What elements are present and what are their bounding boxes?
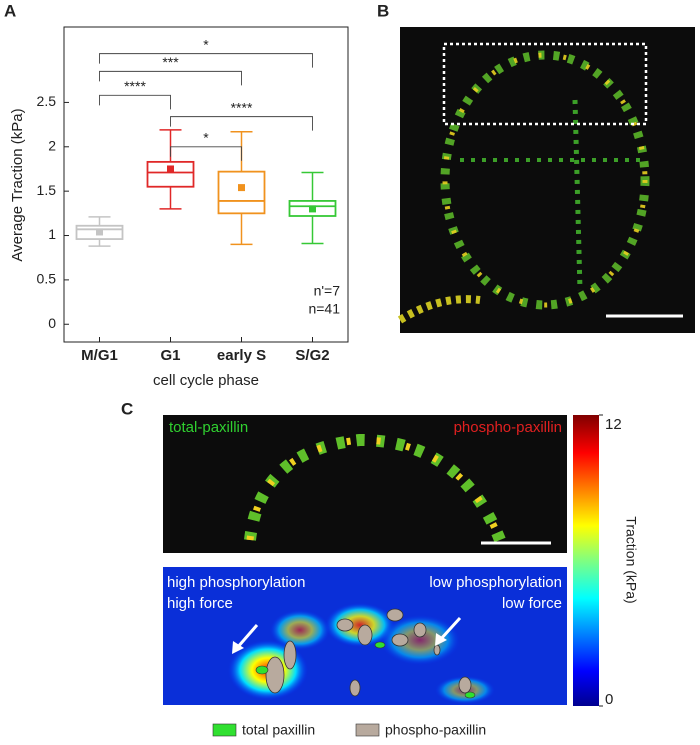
image-label: total-paxillin: [169, 419, 248, 436]
significance-bracket: [99, 53, 313, 68]
significance-label: ****: [231, 99, 253, 115]
heatmap-label: low phosphorylation: [429, 574, 562, 591]
x-axis-label: cell cycle phase: [153, 372, 259, 389]
microscopy-image: [397, 27, 695, 333]
y-axis-label: Average Traction (kPa): [9, 108, 26, 261]
legend-label: phospho-paxillin: [385, 722, 486, 738]
significance-label: ***: [162, 54, 179, 70]
mean: [96, 228, 103, 236]
significance-label: *: [203, 36, 209, 52]
x-tick-label: early S: [217, 347, 266, 364]
colorbar: [573, 415, 599, 706]
colorbar-tick-label: 12: [605, 416, 622, 433]
heatmap-label: high force: [167, 595, 233, 612]
x-tick-label: S/G2: [295, 347, 329, 364]
significance-label: ****: [124, 78, 146, 94]
significance-bracket: [170, 116, 313, 131]
heatmap-label: low force: [502, 595, 562, 612]
box: [288, 200, 337, 217]
panel-label: C: [121, 399, 133, 418]
x-tick-label: M/G1: [81, 347, 118, 364]
box: [75, 224, 124, 240]
annotation: n'=7: [314, 283, 341, 299]
y-tick-label: 1.5: [37, 182, 57, 198]
plot-frame: [63, 26, 349, 343]
legend-label: total paxillin: [242, 722, 315, 738]
traction-heatmap: [163, 567, 567, 705]
x-tick-label: G1: [160, 347, 180, 364]
y-tick-label: 2: [48, 137, 56, 153]
image-label: phospho-paxillin: [454, 419, 562, 436]
significance-bracket: [99, 94, 171, 110]
colorbar-tick-label: 0: [605, 691, 613, 708]
mean: [238, 184, 245, 192]
y-tick-label: 2.5: [37, 93, 57, 109]
microscopy-crop: [163, 415, 567, 553]
mean: [309, 205, 316, 213]
y-tick-label: 0: [48, 315, 56, 331]
significance-label: *: [203, 129, 209, 145]
legend-swatch: [212, 723, 237, 737]
mean: [167, 165, 174, 173]
significance-bracket: [170, 146, 242, 161]
panel-label: A: [4, 1, 16, 20]
significance-bracket: [99, 70, 242, 86]
colorbar-label: Traction (kPa): [623, 516, 639, 603]
panel-label: B: [377, 1, 389, 20]
y-tick-label: 1: [48, 226, 56, 242]
heatmap-label: high phosphorylation: [167, 574, 305, 591]
y-tick-label: 0.5: [37, 271, 57, 287]
legend-swatch: [355, 723, 380, 737]
box: [146, 160, 195, 188]
box: [217, 170, 266, 215]
annotation: n=41: [308, 301, 340, 317]
